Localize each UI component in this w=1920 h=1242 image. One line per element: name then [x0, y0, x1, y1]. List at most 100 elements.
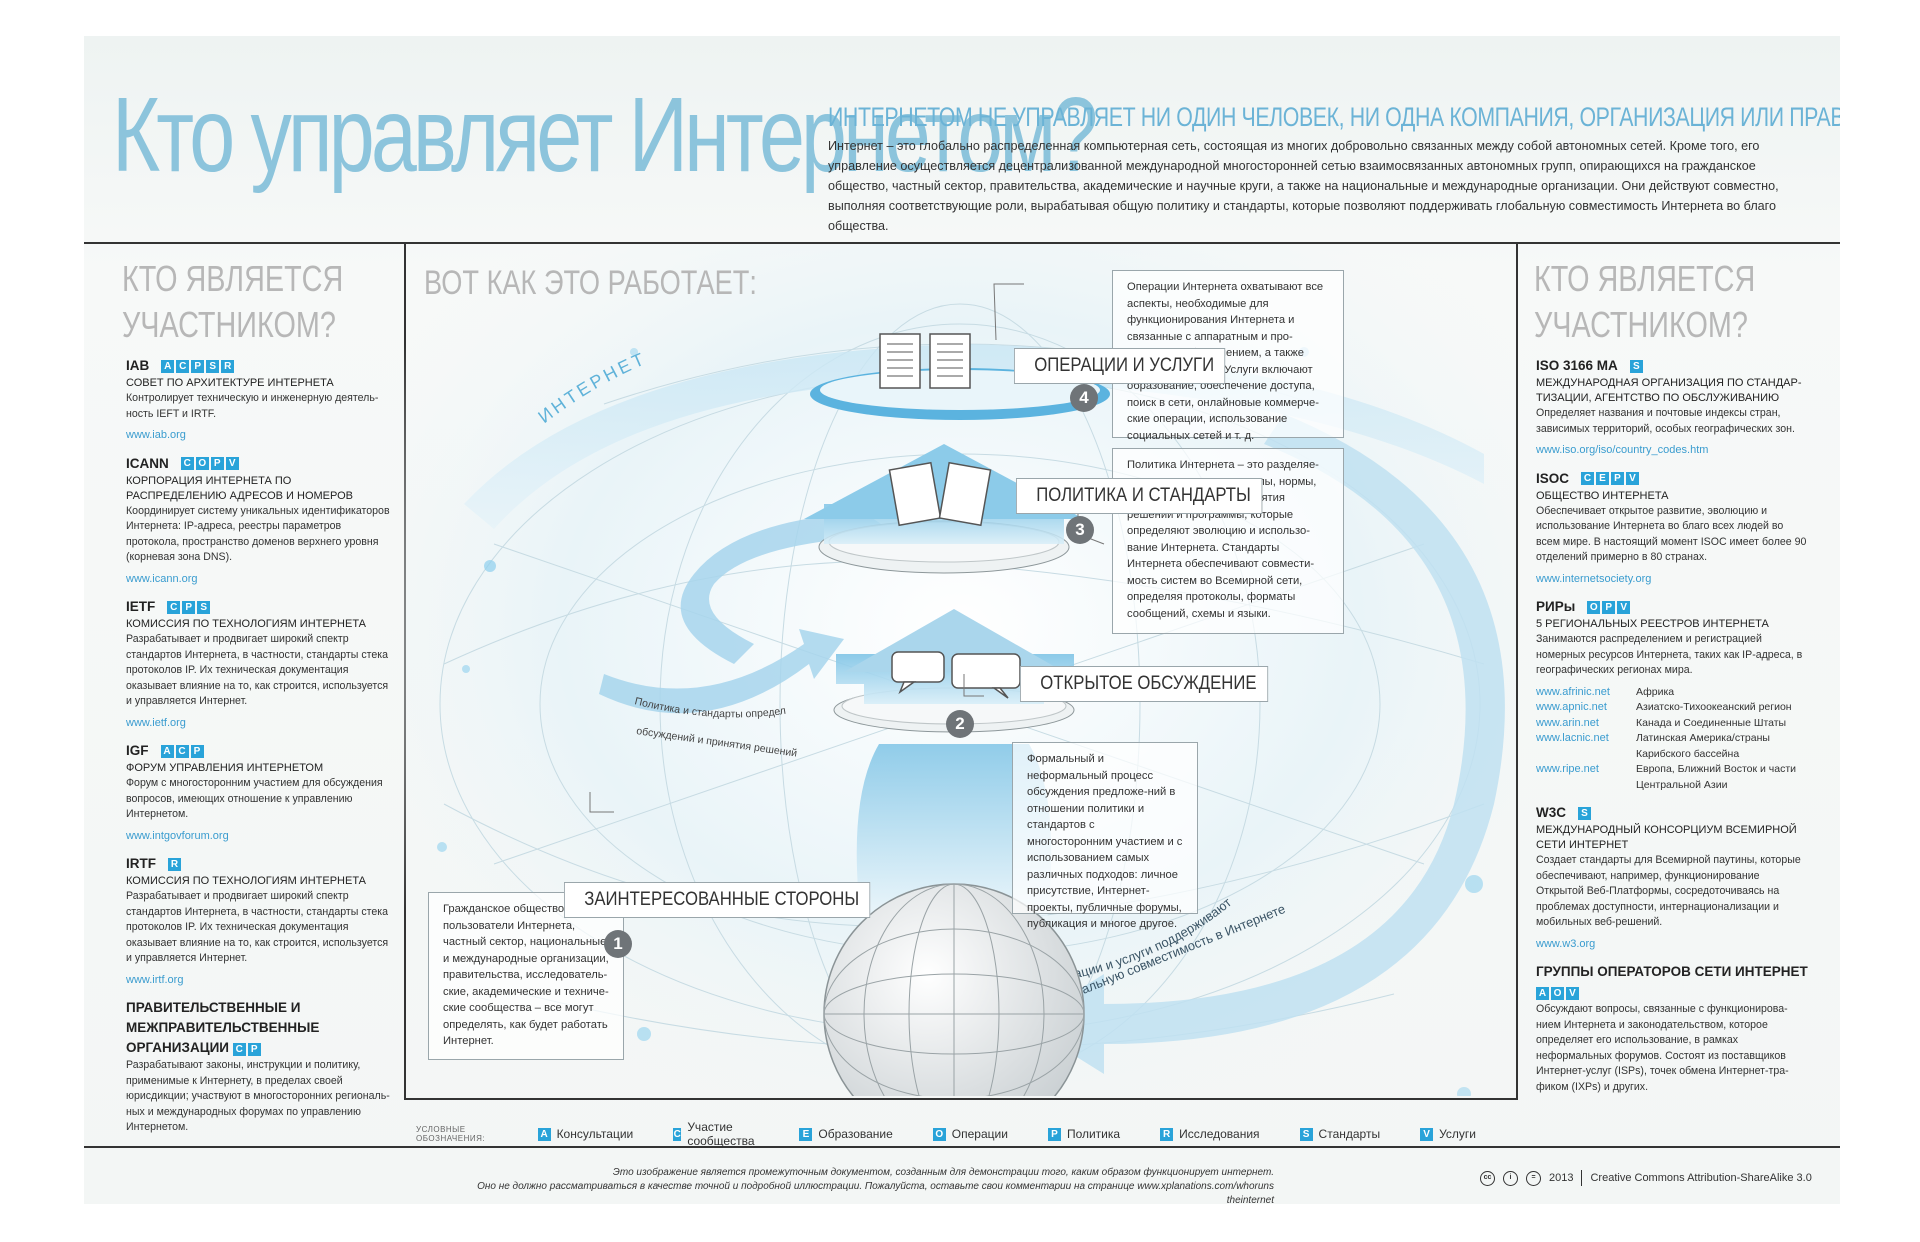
org-name-row: IETF C P S — [126, 597, 390, 617]
org-name: IAB — [126, 358, 150, 373]
license-year: 2013 — [1549, 1172, 1574, 1184]
role-code-s: S — [206, 359, 220, 373]
legend-item: E Образование — [799, 1120, 893, 1148]
org-full-name: 5 РЕГИОНАЛЬНЫХ РЕЕСТРОВ ИНТЕРНЕТА — [1536, 618, 1769, 630]
rir-link[interactable]: www.arin.net — [1536, 716, 1599, 729]
org-full-name: МЕЖДУНАРОДНАЯ ОРГАНИЗАЦИЯ ПО СТАНДАР-ТИЗ… — [1536, 377, 1802, 404]
step2-label: ОТКРЫТОЕ ОБСУЖДЕНИЕ — [1020, 666, 1268, 702]
org-name-row: ISOC C E P V — [1536, 469, 1808, 489]
org-entry: IETF C P S КОМИССИЯ ПО ТЕХНОЛОГИЯМ ИНТЕРНЕТА… — [126, 597, 390, 731]
org-name: РИРы — [1536, 599, 1576, 614]
org-name: ISOC — [1536, 470, 1570, 486]
legend: УСЛОВНЫЕ ОБОЗНАЧЕНИЯ: A Консультации C Учас… — [404, 1120, 1516, 1148]
org-name-row: W3C S — [1536, 803, 1808, 823]
intro-paragraph: Интернет – это глобально распределенная … — [828, 139, 1779, 233]
legend-item: C Участие сообщества — [673, 1120, 759, 1148]
step4-label: ОПЕРАЦИИ И УСЛУГИ — [1014, 348, 1226, 384]
org-link[interactable]: www.internetsociety.org — [1536, 572, 1652, 585]
org-full-name: ФОРУМ УПРАВЛЕНИЯ ИНТЕРНЕТОМ — [126, 762, 324, 774]
legend-code: P — [1047, 1127, 1061, 1141]
org-name-row: IRTF R — [126, 854, 390, 874]
license-separator — [1581, 1170, 1583, 1186]
step1-description: Гражданское общество и пользователи Инте… — [428, 892, 624, 1060]
org-description: Обеспечивает открытое развитие, эволюцию… — [1536, 504, 1807, 564]
org-link[interactable]: www.intgovforum.org — [126, 829, 229, 842]
rir-link[interactable]: www.ripe.net — [1536, 763, 1599, 775]
step1-label: ЗАИНТЕРЕСОВАННЫЕ СТОРОНЫ — [564, 882, 871, 918]
org-link[interactable]: www.ietf.org — [126, 716, 186, 729]
rir-link[interactable]: www.apnic.net — [1536, 701, 1607, 713]
step2-description: Формальный и неформальный процесс обсужд… — [1012, 742, 1198, 930]
org-full-name: МЕЖДУНАРОДНЫЙ КОНСОРЦИУМ ВСЕМИРНОЙ СЕТИ … — [1536, 824, 1797, 851]
rir-row: www.arin.net Канада и Соединенные Штаты — [1536, 716, 1808, 732]
rir-link[interactable]: www.afrinic.net — [1536, 685, 1610, 698]
top-divider — [84, 242, 1840, 244]
left-heading-line2: УЧАСТНИКОМ? — [122, 304, 336, 345]
right-org-list: ISO 3166 MA S МЕЖДУНАРОДНАЯ ОРГАНИЗАЦИЯ ПО… — [1536, 356, 1808, 1105]
right-divider — [1516, 242, 1518, 1100]
right-heading-line1: КТО ЯВЛЯЕТСЯ — [1534, 258, 1756, 299]
role-code-o: O — [195, 457, 209, 470]
org-name: ПРАВИТЕЛЬСТВЕННЫЕ И МЕЖПРАВИТЕЛЬСТВЕННЫЕ… — [126, 1000, 320, 1055]
left-heading-line1: КТО ЯВЛЯЕТСЯ — [122, 258, 344, 299]
org-link[interactable]: www.irtf.org — [126, 973, 184, 986]
step4-description: Операции Интернета охватывают все аспект… — [1112, 270, 1344, 442]
org-name: IGF — [126, 743, 149, 758]
role-code-c: C — [167, 600, 181, 614]
legend-item: P Политика — [1047, 1120, 1120, 1148]
step4-number: 4 — [1070, 384, 1098, 412]
legend-label: Стандарты — [1318, 1127, 1381, 1141]
role-code-a: A — [160, 744, 174, 758]
left-org-list: IAB A C P S R СОВЕТ ПО АРХИТЕКТУРЕ ИНТЕРНЕТА Ко… — [126, 356, 390, 1146]
right-heading-line2: УЧАСТНИКОМ? — [1534, 304, 1748, 345]
org-link[interactable]: www.iso.org/iso/country_codes.htm — [1536, 444, 1709, 456]
rir-region: Латинская Америка/страны Карибского басс… — [1636, 732, 1770, 760]
org-name-row: ПРАВИТЕЛЬСТВЕННЫЕ И МЕЖПРАВИТЕЛЬСТВЕННЫЕ… — [126, 998, 390, 1058]
legend-label: Услуги — [1439, 1127, 1476, 1141]
rir-row: www.lacnic.net Латинская Америка/страны К… — [1536, 731, 1808, 762]
document-icon — [879, 333, 971, 389]
org-name: IETF — [126, 599, 156, 614]
role-code-c: C — [232, 1043, 246, 1056]
rir-link[interactable]: www.lacnic.net — [1536, 732, 1609, 744]
legend-code: V — [1420, 1127, 1434, 1141]
org-link[interactable]: www.icann.org — [126, 572, 198, 585]
org-description: Обсуждают вопросы, связанные с функциони… — [1536, 1003, 1789, 1093]
org-name: IRTF — [126, 856, 156, 871]
org-full-name: СОВЕТ ПО АРХИТЕКТУРЕ ИНТЕРНЕТА — [126, 377, 334, 389]
legend-item: R Исследования — [1160, 1120, 1260, 1148]
legend-code: R — [1160, 1127, 1174, 1141]
legend-label: Консультации — [556, 1127, 634, 1141]
org-full-name: КОРПОРАЦИЯ ИНТЕРНЕТА ПО РАСПРЕДЕЛЕНИЮ АД… — [126, 474, 354, 502]
legend-code: A — [537, 1127, 551, 1141]
org-link[interactable]: www.iab.org — [126, 429, 186, 441]
org-entry: IAB A C P S R СОВЕТ ПО АРХИТЕКТУРЕ ИНТЕРНЕТА Ко… — [126, 356, 390, 444]
footer-note-line2: Оно не должно рассматриваться в качестве… — [477, 1181, 1274, 1204]
role-code-v: V — [1566, 987, 1579, 1000]
role-codes: R — [168, 857, 181, 871]
how-it-works-diagram: ИНТЕРНЕТ Политика и стандарты определяют… — [404, 244, 1516, 1096]
left-lower-arrow — [599, 629, 844, 714]
legend-item: O Операции — [932, 1120, 1008, 1148]
org-name: ICANN — [126, 455, 169, 471]
role-code-c: C — [175, 744, 189, 758]
rir-region: Африка — [1636, 685, 1675, 698]
org-entry: РИРы O P V 5 РЕГИОНАЛЬНЫХ РЕЕСТРОВ ИНТЕРНЕТА… — [1536, 597, 1808, 793]
right-heading: КТО ЯВЛЯЕТСЯ УЧАСТНИКОМ? — [1534, 256, 1755, 348]
arrow-head-3 — [804, 444, 1084, 519]
org-entry: IGF A C P ФОРУМ УПРАВЛЕНИЯ ИНТЕРНЕТОМ Форум с… — [126, 741, 390, 844]
role-code-c: C — [1581, 472, 1595, 485]
footer-license: cc i = 2013 Creative Commons Attribution… — [1480, 1170, 1812, 1186]
role-code-a: A — [1536, 987, 1549, 1000]
org-name-row: ISO 3166 MA S — [1536, 356, 1808, 376]
org-description: Создает стандарты для Всемирной паутины,… — [1536, 854, 1801, 928]
org-entry: ПРАВИТЕЛЬСТВЕННЫЕ И МЕЖПРАВИТЕЛЬСТВЕННЫЕ… — [126, 998, 390, 1136]
role-codes: S — [1629, 359, 1643, 373]
role-code-e: E — [1596, 472, 1610, 485]
org-link[interactable]: www.w3.org — [1536, 937, 1596, 950]
rir-row: www.afrinic.net Африка — [1536, 685, 1808, 701]
